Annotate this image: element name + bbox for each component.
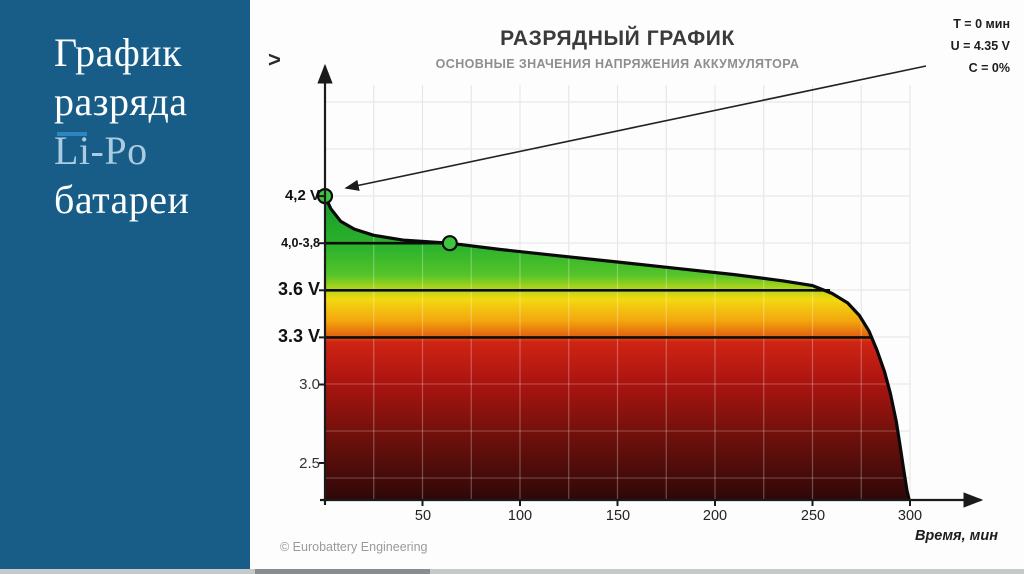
bottom-strip-segment [255,569,430,574]
y-label-2-5: 2.5 [299,455,320,472]
voltage-axis-symbol: > [268,47,281,72]
accent-underline [57,132,87,136]
discharge-chart-svg [316,63,984,508]
y-label-40-38: 4,0-3,8 [281,236,320,250]
chart-panel: РАЗРЯДНЫЙ ГРАФИК ОСНОВНЫЕ ЗНАЧЕНИЯ НАПРЯ… [250,0,1024,574]
copyright-text: © Eurobattery Engineering [280,540,428,554]
x-tick-200: 200 [702,508,728,524]
x-tick-100: 100 [507,508,533,524]
slide-title: График разряда Li-Po батареи [54,28,189,224]
x-axis-title: Время, мин [914,528,998,544]
x-tick-50: 50 [414,508,432,524]
bottom-strip [0,569,1024,574]
x-tick-300: 300 [897,508,923,524]
x-tick-250: 250 [800,508,826,524]
x-tick-150: 150 [605,508,631,524]
state-info-box: T = 0 мин U = 4.35 V C = 0% [951,13,1010,79]
info-capacity: C = 0% [968,61,1010,75]
y-label-3-6v: 3.6 V [277,279,320,299]
info-time: T = 0 мин [953,17,1010,31]
slide-title-line-1: График [54,30,183,75]
slide-title-line-2: разряда [54,79,188,124]
y-label-4-2v: 4,2 V [284,187,320,204]
chart-subtitle: ОСНОВНЫЕ ЗНАЧЕНИЯ НАПРЯЖЕНИЯ АККУМУЛЯТОР… [435,57,800,71]
y-label-3-0: 3.0 [299,376,320,393]
sidebar: График разряда Li-Po батареи [0,0,250,574]
y-label-3-3v: 3.3 V [277,326,320,346]
chart-title: РАЗРЯДНЫЙ ГРАФИК [500,27,735,50]
slide-title-line-4: батареи [54,177,190,222]
info-voltage: U = 4.35 V [950,39,1010,53]
